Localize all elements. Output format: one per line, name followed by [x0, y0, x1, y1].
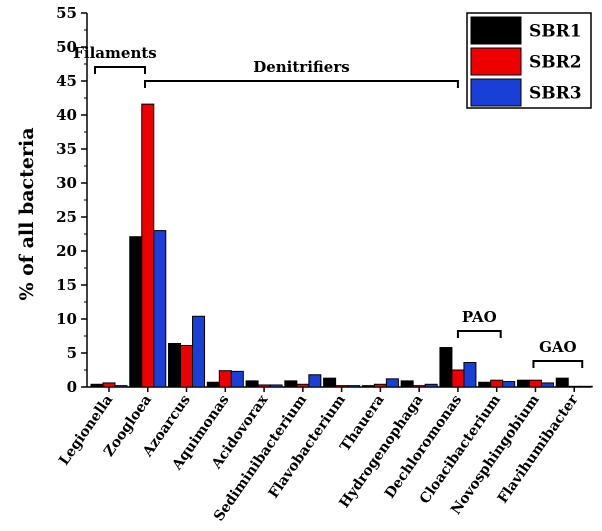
bar-sbr2 [373, 383, 387, 388]
bar-sbr1 [323, 377, 337, 388]
bar-sbr3 [153, 230, 167, 388]
bars-layer [90, 103, 593, 388]
bar-sbr1 [439, 347, 453, 388]
annotation-bracket [94, 66, 146, 74]
legend-label: SBR1 [529, 22, 582, 42]
annotation-bracket [144, 80, 459, 88]
y-tick-label: 40 [56, 106, 77, 124]
bar-sbr1 [400, 380, 414, 388]
bar-sbr2 [490, 379, 504, 388]
bar-sbr2 [335, 385, 349, 388]
annotation-label: PAO [462, 308, 497, 326]
legend-swatch [470, 78, 522, 107]
bar-sbr3 [192, 315, 206, 388]
bar-sbr2 [296, 383, 310, 388]
bar-sbr2 [257, 384, 271, 388]
bar-sbr3 [579, 385, 593, 388]
bar-sbr1 [90, 383, 104, 388]
bar-sbr2 [180, 345, 194, 388]
bar-sbr1 [245, 380, 259, 388]
bar-sbr1 [206, 381, 220, 388]
y-tick-label: 25 [56, 208, 77, 226]
y-tick-label: 20 [56, 242, 77, 260]
legend-label: SBR3 [529, 84, 582, 104]
bar-sbr1 [516, 379, 530, 388]
annotation-bracket [532, 360, 584, 368]
bar-sbr3 [347, 385, 361, 388]
y-tick-label: 45 [56, 72, 77, 90]
bar-sbr3 [424, 383, 438, 388]
category-label: Legionella [56, 392, 116, 468]
y-tick-label: 0 [67, 378, 77, 396]
y-tick-label: 5 [67, 344, 77, 362]
y-tick-label: 50 [56, 38, 77, 56]
y-tick-label: 30 [56, 174, 77, 192]
legend-swatch [470, 47, 522, 76]
bar-sbr1 [478, 381, 492, 388]
annotation-bracket [456, 330, 502, 338]
bar-sbr2 [451, 369, 465, 388]
ticks-layer: 0 5 10 15 20 25 30 35 40 45 50 55 [56, 4, 87, 396]
y-tick-label: 15 [56, 276, 77, 294]
bar-sbr2 [528, 379, 542, 388]
bar-sbr2 [141, 103, 155, 388]
bar-sbr3 [502, 381, 516, 388]
bar-sbr2 [412, 385, 426, 388]
bar-sbr3 [308, 374, 322, 388]
bar-sbr3 [385, 378, 399, 388]
y-tick-label: 55 [56, 4, 77, 22]
legend-swatch [470, 16, 522, 45]
annotations-layer: Filaments Denitrifiers PAO GAO [73, 44, 584, 368]
annotation-label: Denitrifiers [253, 58, 349, 76]
bar-sbr3 [540, 382, 554, 388]
bar-sbr3 [463, 362, 477, 388]
bar-sbr2 [567, 385, 581, 388]
bar-sbr3 [269, 384, 283, 388]
legend-label: SBR2 [529, 53, 582, 73]
category-labels-layer: LegionellaZoogloeaAzoarcusAquimonasAcido… [56, 387, 582, 524]
bar-sbr3 [114, 385, 128, 388]
bar-sbr1 [284, 380, 298, 388]
y-tick-label: 35 [56, 140, 77, 158]
bar-sbr2 [218, 370, 232, 388]
y-tick-label: 10 [56, 310, 77, 328]
y-axis-label: % of all bacteria [16, 127, 38, 300]
legend: SBR1 SBR2 SBR3 [466, 12, 592, 109]
bar-sbr2 [102, 382, 116, 388]
bar-sbr1 [361, 385, 375, 388]
bar-sbr1 [129, 236, 143, 388]
bar-sbr1 [168, 342, 182, 388]
annotation-label: GAO [539, 338, 577, 356]
bar-sbr1 [555, 377, 569, 388]
bar-sbr3 [230, 370, 244, 388]
annotation-label: Filaments [73, 44, 156, 62]
